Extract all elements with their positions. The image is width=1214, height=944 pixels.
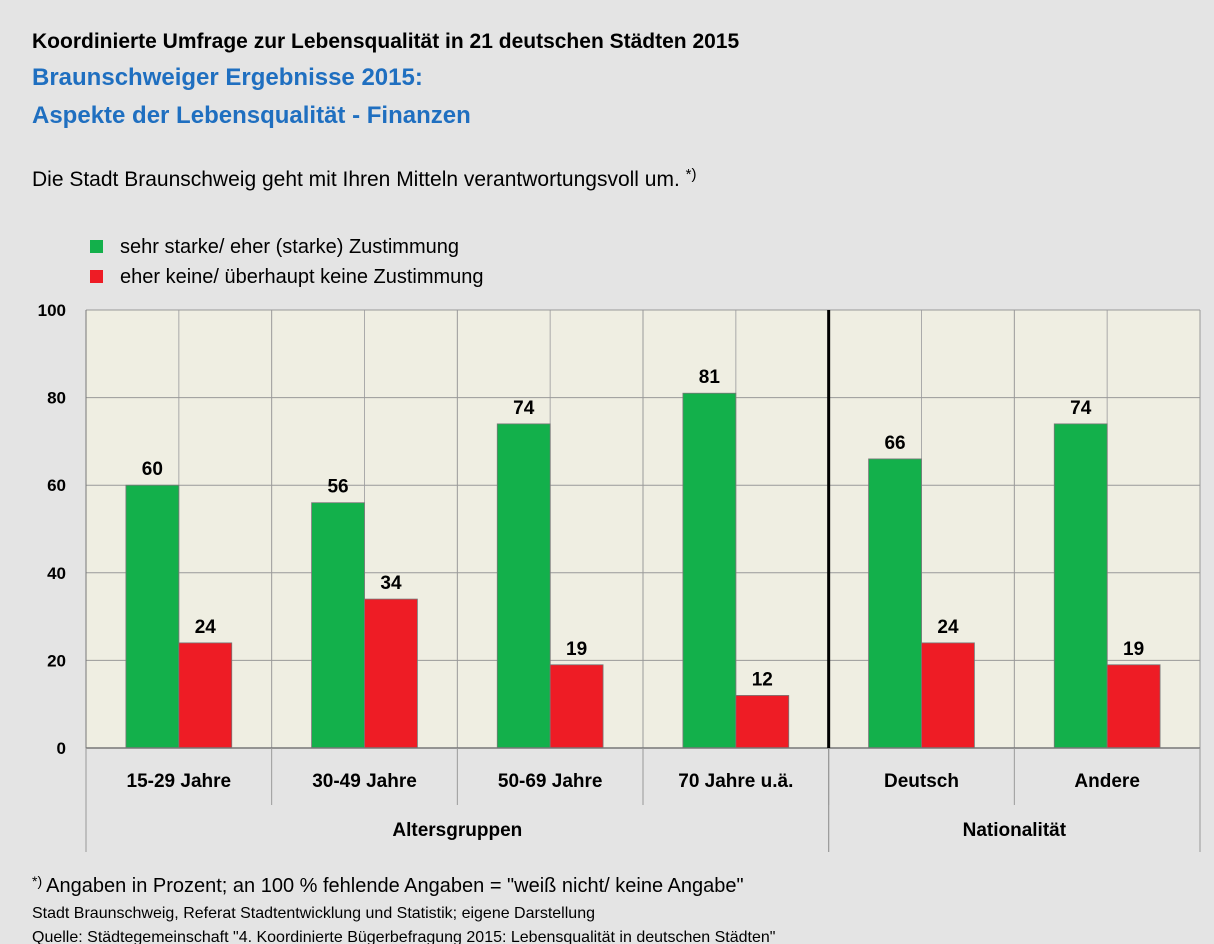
footnote: *) Angaben in Prozent; an 100 % fehlende … <box>32 873 744 897</box>
footnote-text: Angaben in Prozent; an 100 % fehlende An… <box>46 875 744 897</box>
data-label: 12 <box>752 669 773 690</box>
bar <box>735 695 790 749</box>
data-label: 60 <box>142 459 163 480</box>
question-text: Die Stadt Braunschweig geht mit Ihren Mi… <box>32 168 680 191</box>
legend-swatch <box>90 240 103 253</box>
data-label: 24 <box>195 617 217 638</box>
x-tick-label: Deutsch <box>884 771 959 792</box>
bar <box>549 664 604 749</box>
x-tick-label: Andere <box>1074 771 1139 792</box>
data-label: 56 <box>327 477 348 498</box>
data-label: 19 <box>1123 639 1144 660</box>
data-label: 34 <box>380 573 402 594</box>
bar <box>1053 423 1108 749</box>
y-tick-label: 80 <box>47 389 66 408</box>
chart-title: Koordinierte Umfrage zur Lebensqualität … <box>32 30 739 53</box>
bar <box>125 484 180 749</box>
data-label: 24 <box>937 617 959 638</box>
source-note: Stadt Braunschweig, Referat Stadtentwick… <box>32 905 595 922</box>
data-label: 81 <box>699 367 721 388</box>
data-label: 66 <box>884 433 905 454</box>
footnote-marker: *) <box>686 166 697 183</box>
data-label: 74 <box>1070 398 1092 419</box>
bar <box>496 423 551 749</box>
chart-subtitle: Aspekte der Lebensqualität - Finanzen <box>32 102 471 129</box>
x-tick-label: 30-49 Jahre <box>312 771 417 792</box>
group-label: Nationalität <box>963 820 1067 841</box>
y-tick-label: 100 <box>38 301 66 320</box>
bar <box>311 502 365 749</box>
data-label: 19 <box>566 639 587 660</box>
bar <box>1106 664 1161 749</box>
y-tick-label: 60 <box>47 476 66 495</box>
x-tick-label: 50-69 Jahre <box>498 771 603 792</box>
bar <box>178 642 233 749</box>
source-note: Quelle: Städtegemeinschaft "4. Koordinie… <box>32 929 775 944</box>
question: Die Stadt Braunschweig geht mit Ihren Mi… <box>32 166 697 191</box>
y-tick-label: 0 <box>57 739 66 758</box>
footnote-marker: *) <box>32 873 42 889</box>
bar <box>682 392 737 749</box>
legend-label: sehr starke/ eher (starke) Zustimmung <box>120 236 459 258</box>
legend-label: eher keine/ überhaupt keine Zustimmung <box>120 266 484 288</box>
data-label: 74 <box>513 398 535 419</box>
bar <box>364 598 418 749</box>
group-label: Altersgruppen <box>392 820 522 841</box>
y-tick-label: 40 <box>47 564 66 583</box>
x-tick-label: 15-29 Jahre <box>127 771 232 792</box>
x-tick-label: 70 Jahre u.ä. <box>678 771 793 792</box>
chart-subtitle: Braunschweiger Ergebnisse 2015: <box>32 64 423 91</box>
legend-swatch <box>90 270 103 283</box>
y-tick-label: 20 <box>47 651 66 670</box>
bar <box>921 642 975 749</box>
bar <box>868 458 922 749</box>
